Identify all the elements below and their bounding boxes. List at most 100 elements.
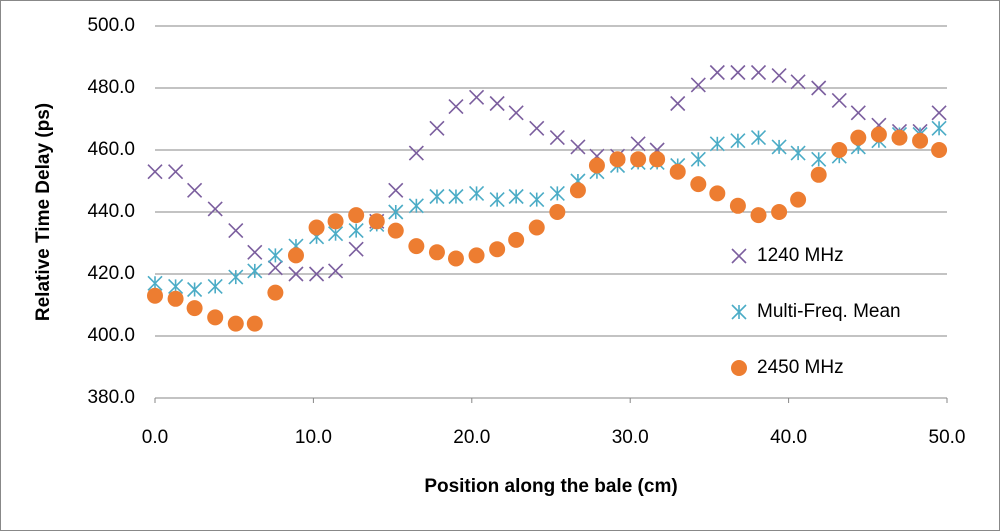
point [549, 185, 565, 201]
point [228, 223, 244, 239]
point-stroke [388, 182, 404, 198]
point [690, 151, 706, 167]
point-stroke [931, 105, 947, 121]
point [287, 247, 304, 264]
point-dot [709, 185, 726, 202]
point [570, 139, 586, 155]
point-stroke [247, 244, 263, 260]
point-dot [609, 151, 626, 168]
point-stroke [731, 248, 747, 264]
point-dot [186, 300, 203, 317]
y-tick-label: 380.0 [87, 387, 135, 408]
point [408, 198, 424, 214]
x-tick-label: 40.0 [770, 427, 807, 448]
point [931, 120, 947, 136]
point-dot [246, 315, 263, 332]
point-dot [308, 219, 325, 236]
point-stroke [328, 263, 344, 279]
point-stroke [228, 223, 244, 239]
point [408, 238, 425, 255]
point-dot [207, 309, 224, 326]
point-dot [790, 191, 807, 208]
point [327, 213, 344, 230]
y-tick-label: 400.0 [87, 325, 135, 346]
point [709, 136, 725, 152]
point-stroke [630, 136, 646, 152]
point [771, 68, 787, 84]
point [447, 250, 464, 267]
point-dot [731, 360, 747, 376]
point [387, 222, 404, 239]
point [167, 290, 184, 307]
point [147, 164, 163, 180]
point [549, 204, 566, 220]
point-dot [850, 129, 867, 146]
point-dot [528, 219, 545, 236]
point [348, 223, 364, 239]
point-stroke [448, 99, 464, 115]
point-stroke [168, 164, 184, 180]
point [408, 145, 424, 161]
point [147, 287, 163, 304]
point [549, 130, 565, 146]
point-stroke [508, 105, 524, 121]
point-dot [729, 197, 746, 214]
point-stroke [670, 95, 686, 112]
point [228, 269, 244, 285]
point-dot [287, 247, 304, 264]
point [669, 163, 686, 180]
point-stroke [468, 89, 485, 105]
point [528, 219, 545, 236]
point-stroke [709, 64, 725, 81]
point [388, 204, 404, 220]
point [309, 266, 325, 282]
point-dot [870, 126, 887, 143]
point-dot [348, 207, 365, 224]
point [308, 219, 325, 236]
point [429, 120, 445, 136]
x-tick-label: 50.0 [929, 427, 966, 448]
point-stroke [309, 266, 325, 282]
point [750, 130, 767, 146]
point [790, 74, 806, 90]
point-dot [630, 151, 647, 168]
point [267, 284, 284, 301]
point-stroke [811, 80, 827, 96]
point [831, 142, 848, 158]
point [187, 182, 203, 198]
point-stroke [690, 77, 706, 93]
point [670, 95, 686, 112]
y-tick-label: 440.0 [87, 201, 135, 222]
point-stroke [750, 64, 767, 81]
point [186, 300, 203, 317]
point [267, 260, 283, 276]
legend-marker [731, 360, 747, 376]
point [468, 89, 485, 105]
point-dot [912, 132, 929, 149]
point [690, 77, 706, 93]
point [187, 281, 203, 298]
point-dot [508, 231, 525, 248]
point-dot [428, 244, 445, 261]
point [168, 164, 184, 180]
point [508, 231, 525, 248]
point-dot [931, 142, 948, 158]
point-stroke [147, 164, 163, 180]
point [529, 192, 545, 208]
point-dot [267, 284, 284, 301]
point [207, 201, 223, 217]
point [912, 132, 929, 149]
point [709, 64, 725, 81]
x-tick-label: 10.0 [295, 427, 332, 448]
y-tick-label: 500.0 [87, 15, 135, 36]
point [508, 188, 524, 205]
point [468, 247, 485, 264]
point [891, 129, 908, 146]
point-dot [368, 213, 385, 230]
point [630, 136, 646, 152]
point-stroke [831, 92, 847, 108]
point [448, 99, 464, 115]
point-dot [569, 182, 586, 199]
